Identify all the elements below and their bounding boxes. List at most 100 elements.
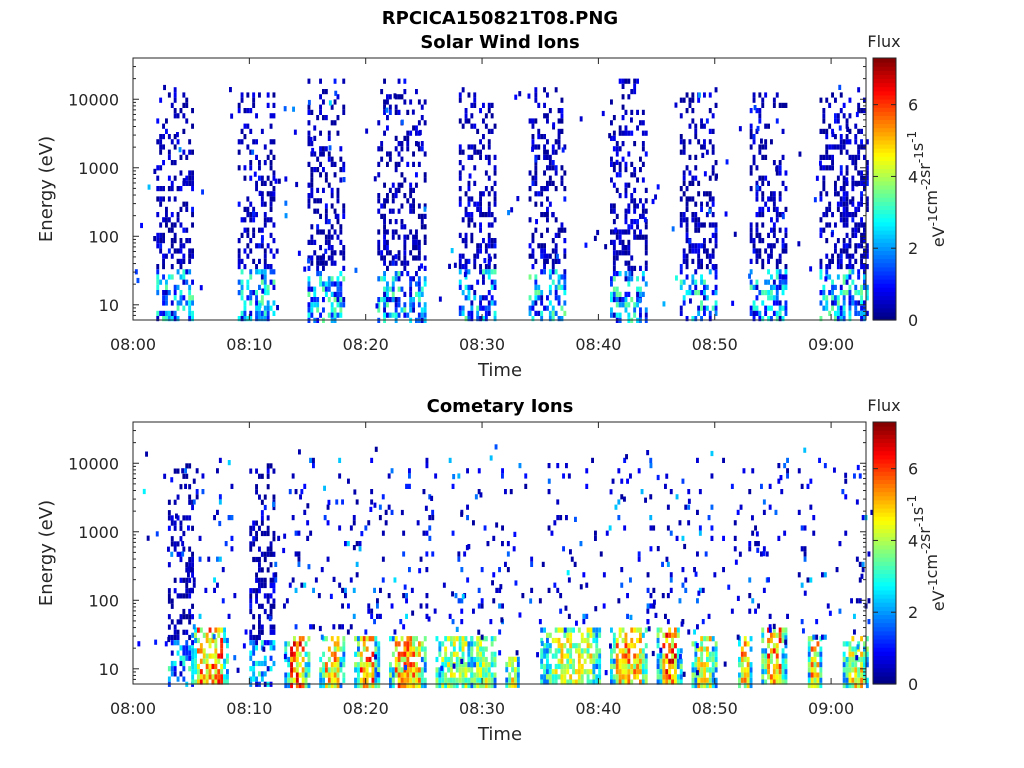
spectrogram-cell — [269, 269, 273, 275]
spectrogram-cell — [807, 677, 811, 683]
spectrogram-cell — [819, 191, 823, 197]
spectrogram-cell — [810, 667, 814, 673]
spectrogram-cell — [845, 196, 849, 202]
colorbar-step — [873, 205, 896, 211]
spectrogram-cell — [339, 239, 343, 245]
spectrogram-cell — [191, 279, 194, 285]
spectrogram-cell — [275, 248, 279, 254]
spectrogram-cell — [162, 123, 165, 129]
spectrogram-cell — [543, 648, 546, 654]
spectrogram-cell — [540, 658, 544, 664]
spectrogram-cell — [237, 258, 241, 264]
spectrogram-cell — [420, 213, 424, 219]
spectrogram-cell — [845, 656, 849, 663]
spectrogram-cell — [620, 478, 624, 484]
spectrogram-cell — [752, 305, 756, 311]
spectrogram-cell — [778, 253, 782, 259]
spectrogram-cell — [333, 682, 337, 689]
spectrogram-cell — [560, 658, 564, 664]
spectrogram-cell — [615, 637, 619, 644]
spectrogram-cell — [165, 253, 168, 259]
spectrogram-cell — [831, 92, 834, 98]
spectrogram-cell — [205, 637, 209, 644]
spectrogram-cell — [627, 663, 631, 670]
spectrogram-cell — [487, 175, 491, 181]
spectrogram-cell — [377, 146, 381, 152]
spectrogram-cell — [845, 662, 849, 668]
spectrogram-cell — [473, 102, 477, 108]
spectrogram-cell — [420, 641, 424, 647]
spectrogram-cell — [316, 297, 320, 303]
spectrogram-cell — [834, 316, 837, 322]
cometary-y-label: Energy (eV) — [36, 500, 57, 606]
spectrogram-cell — [767, 316, 770, 322]
spectrogram-cell — [621, 78, 625, 84]
spectrogram-cell — [705, 248, 709, 254]
spectrogram-cell — [258, 160, 261, 166]
spectrogram-cell — [691, 118, 695, 124]
spectrogram-cell — [831, 160, 834, 166]
spectrogram-cell — [330, 104, 334, 110]
spectrogram-cell — [490, 677, 494, 683]
spectrogram-cell — [176, 619, 180, 625]
spectrogram-cell — [156, 279, 160, 285]
spectrogram-cell — [746, 682, 750, 689]
spectrogram-cell — [624, 679, 628, 685]
spectrogram-cell — [688, 196, 692, 202]
spectrogram-cell — [858, 598, 862, 604]
spectrogram-cell — [831, 258, 834, 264]
spectrogram-cell — [641, 276, 645, 282]
spectrogram-cell — [554, 284, 558, 290]
spectrogram-cell — [479, 662, 482, 668]
spectrogram-cell — [295, 682, 299, 689]
spectrogram-cell — [615, 146, 619, 152]
spectrogram-cell — [743, 677, 747, 683]
spectrogram-cell — [464, 295, 468, 301]
spectrogram-cell — [534, 201, 538, 207]
spectrogram-cell — [420, 224, 424, 230]
spectrogram-cell — [377, 120, 381, 126]
spectrogram-cell — [781, 248, 785, 254]
spectrogram-cell — [691, 212, 695, 218]
spectrogram-cell — [415, 271, 418, 277]
spectrogram-cell — [854, 139, 858, 145]
spectrogram-cell — [685, 238, 689, 244]
spectrogram-cell — [740, 672, 744, 678]
spectrogram-cell — [371, 662, 375, 668]
spectrogram-cell — [458, 97, 462, 103]
spectrogram-cell — [403, 656, 407, 663]
spectrogram-cell — [566, 648, 570, 654]
spectrogram-cell — [551, 669, 555, 675]
spectrogram-cell — [301, 636, 305, 642]
spectrogram-cell — [358, 546, 362, 552]
spectrogram-cell — [167, 666, 171, 672]
colorbar-step — [873, 438, 896, 444]
spectrogram-cell — [707, 613, 711, 619]
spectrogram-cell — [547, 478, 551, 484]
spectrogram-cell — [394, 219, 398, 225]
spectrogram-cell — [487, 672, 491, 678]
spectrogram-cell — [406, 641, 410, 647]
spectrogram-cell — [388, 286, 392, 292]
spectrogram-cell — [297, 551, 301, 557]
spectrogram-cell — [825, 97, 829, 103]
spectrogram-cell — [383, 109, 386, 115]
colorbar-step — [873, 671, 896, 677]
spectrogram-cell — [661, 561, 664, 567]
spectrogram-cell — [819, 300, 823, 306]
spectrogram-cell — [473, 97, 477, 103]
spectrogram-cell — [710, 525, 714, 531]
spectrogram-cell — [272, 238, 276, 244]
spectrogram-cell — [455, 636, 459, 642]
spectrogram-cell — [819, 160, 822, 166]
spectrogram-cell — [383, 203, 386, 209]
spectrogram-cell — [480, 567, 484, 573]
spectrogram-cell — [569, 637, 573, 644]
spectrogram-cell — [223, 663, 226, 670]
spectrogram-cell — [365, 672, 369, 678]
spectrogram-cell — [307, 109, 311, 115]
spectrogram-cell — [784, 269, 788, 275]
colorbar-step — [873, 483, 896, 489]
spectrogram-cell — [249, 608, 253, 615]
spectrogram-cell — [341, 624, 344, 630]
